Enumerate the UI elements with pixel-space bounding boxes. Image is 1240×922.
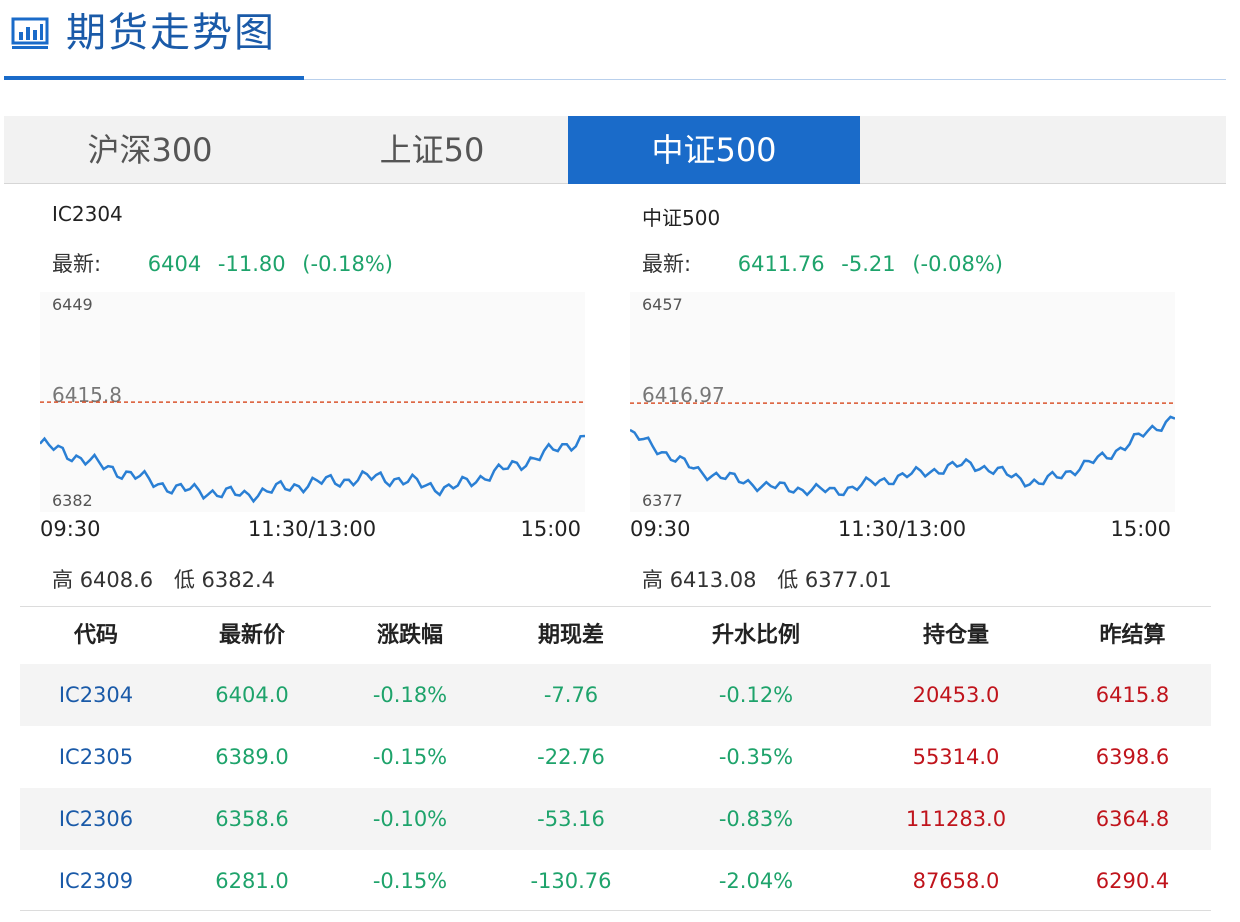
y-tick-top: 6457 xyxy=(642,295,683,314)
low-label: 低 xyxy=(777,568,799,592)
price-change-pct: (-0.18%) xyxy=(302,252,393,276)
cell-open-interest: 20453.0 xyxy=(912,683,1000,707)
tab-zz500[interactable]: 中证500 xyxy=(568,116,860,184)
high-label: 高 xyxy=(52,568,73,592)
cell-basis: -130.76 xyxy=(530,869,612,893)
cell-prev-settle: 6398.6 xyxy=(1095,745,1170,769)
cell-latest: 6358.6 xyxy=(215,807,289,831)
high-value: 6408.6 xyxy=(79,568,154,592)
table-bottom-border xyxy=(20,910,1211,911)
x-tick-mid: 11:30/13:00 xyxy=(248,517,376,541)
header-divider xyxy=(4,79,1226,80)
cell-premium-ratio: -0.83% xyxy=(718,807,794,831)
contract-code-link[interactable]: IC2306 xyxy=(58,807,134,831)
price-change: -5.21 xyxy=(841,252,896,276)
cell-prev-settle: 6364.8 xyxy=(1095,807,1170,831)
y-ref-label: 6415.8 xyxy=(52,383,122,407)
cell-change-pct: -0.15% xyxy=(372,745,448,769)
col-prev-settle: 昨结算 xyxy=(1099,623,1166,648)
latest-price: 6411.76 xyxy=(737,252,825,276)
latest-label: 最新: xyxy=(52,252,102,276)
low-label: 低 xyxy=(173,568,195,592)
cell-premium-ratio: -2.04% xyxy=(718,869,794,893)
table-header: 代码 最新价 涨跌幅 期现差 升水比例 持仓量 昨结算 xyxy=(20,606,1211,664)
intraday-chart: 6457 6416.97 6377 09:30 11:30/13:00 15:0… xyxy=(630,292,1175,541)
cell-open-interest: 111283.0 xyxy=(905,807,1007,831)
cell-open-interest: 87658.0 xyxy=(912,869,1000,893)
high-label: 高 xyxy=(642,568,663,592)
cell-latest: 6389.0 xyxy=(215,745,289,769)
cell-basis: -7.76 xyxy=(543,683,599,707)
cell-change-pct: -0.10% xyxy=(372,807,448,831)
cell-basis: -53.16 xyxy=(537,807,605,831)
panel-name: 中证500 xyxy=(642,206,721,230)
y-tick-top: 6449 xyxy=(52,295,93,314)
high-value: 6413.08 xyxy=(669,568,757,592)
table-row[interactable]: IC2304 6404.0 -0.18% -7.76 -0.12% 20453.… xyxy=(20,664,1211,726)
page-title: 期货走势图 xyxy=(66,10,276,56)
x-tick-open: 09:30 xyxy=(40,517,101,541)
cell-open-interest: 55314.0 xyxy=(912,745,1000,769)
contracts-table: 代码 最新价 涨跌幅 期现差 升水比例 持仓量 昨结算 IC2304 6404.… xyxy=(20,606,1211,912)
latest-price: 6404 xyxy=(147,252,202,276)
contract-code-link[interactable]: IC2305 xyxy=(58,745,134,769)
panel-name: IC2304 xyxy=(52,202,123,226)
price-line xyxy=(630,415,1175,497)
page-header: 期货走势图 xyxy=(0,0,1240,82)
col-basis: 期现差 xyxy=(537,623,604,648)
col-code: 代码 xyxy=(73,623,118,648)
tab-bar: 沪深300 上证50 中证500 xyxy=(4,116,1226,184)
table-row[interactable]: IC2309 6281.0 -0.15% -130.76 -2.04% 8765… xyxy=(20,850,1211,912)
cell-prev-settle: 6415.8 xyxy=(1095,683,1170,707)
price-line xyxy=(40,434,585,504)
high-low: 高 6408.6 低 6382.4 xyxy=(52,564,289,594)
cell-change-pct: -0.18% xyxy=(372,683,448,707)
price-change: -11.80 xyxy=(217,252,286,276)
high-low: 高 6413.08 低 6377.01 xyxy=(642,564,906,594)
futures-panel: IC2304 最新: 6404 -11.80 (-0.18%) 6449 641… xyxy=(40,196,600,606)
latest-label: 最新: xyxy=(642,252,692,276)
col-change-pct: 涨跌幅 xyxy=(376,623,443,648)
cell-premium-ratio: -0.12% xyxy=(718,683,794,707)
table-row[interactable]: IC2306 6358.6 -0.10% -53.16 -0.83% 11128… xyxy=(20,788,1211,850)
cell-prev-settle: 6290.4 xyxy=(1095,869,1170,893)
x-tick-close: 15:00 xyxy=(520,517,581,541)
cell-latest: 6404.0 xyxy=(215,683,289,707)
contract-code-link[interactable]: IC2309 xyxy=(58,869,134,893)
col-open-interest: 持仓量 xyxy=(922,623,989,648)
cell-latest: 6281.0 xyxy=(215,869,289,893)
contract-code-link[interactable]: IC2304 xyxy=(58,683,134,707)
low-value: 6382.4 xyxy=(201,568,276,592)
header-underline xyxy=(4,76,304,80)
cell-basis: -22.76 xyxy=(537,745,605,769)
tab-sz50[interactable]: 上证50 xyxy=(379,131,485,169)
y-tick-bottom: 6382 xyxy=(52,491,93,510)
latest-quote: 最新: 6411.76 -5.21 (-0.08%) xyxy=(642,248,1003,278)
table-row[interactable]: IC2305 6389.0 -0.15% -22.76 -0.35% 55314… xyxy=(20,726,1211,788)
cell-change-pct: -0.15% xyxy=(372,869,448,893)
tab-hs300[interactable]: 沪深300 xyxy=(87,131,213,169)
cell-premium-ratio: -0.35% xyxy=(718,745,794,769)
chart-icon xyxy=(11,17,49,49)
low-value: 6377.01 xyxy=(804,568,892,592)
x-tick-open: 09:30 xyxy=(630,517,691,541)
index-panel: 中证500 最新: 6411.76 -5.21 (-0.08%) 6457 64… xyxy=(630,196,1190,606)
latest-quote: 最新: 6404 -11.80 (-0.18%) xyxy=(52,248,393,278)
col-premium-ratio: 升水比例 xyxy=(711,623,800,648)
col-latest: 最新价 xyxy=(218,623,285,648)
x-tick-mid: 11:30/13:00 xyxy=(838,517,966,541)
intraday-chart: 6449 6415.8 6382 09:30 11:30/13:00 15:00 xyxy=(40,292,585,541)
y-tick-bottom: 6377 xyxy=(642,491,683,510)
x-tick-close: 15:00 xyxy=(1110,517,1171,541)
price-change-pct: (-0.08%) xyxy=(912,252,1004,276)
